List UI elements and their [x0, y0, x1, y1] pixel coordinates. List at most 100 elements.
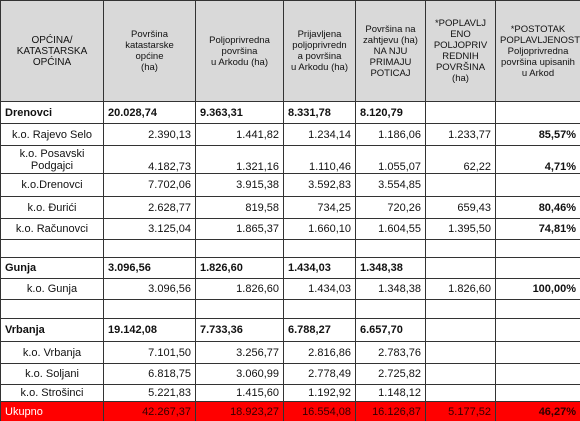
cell: 16.126,87	[355, 401, 426, 421]
cell: 46,27%	[495, 401, 580, 421]
cell: 1.233,77	[425, 123, 496, 146]
cell: 5.221,83	[103, 384, 196, 402]
spacer-row	[0, 299, 580, 319]
empty-cell	[425, 299, 496, 319]
header-cell: Poljoprivredna površina u Arkodu (ha)	[195, 0, 284, 102]
cell: 1.434,03	[283, 278, 356, 300]
cell: 1.865,37	[195, 218, 284, 240]
cell: 74,81%	[495, 218, 580, 240]
cell: 62,22	[425, 145, 496, 174]
cell: 1.395,50	[425, 218, 496, 240]
cell: 6.788,27	[283, 318, 356, 342]
row-label: Vrbanja	[0, 318, 104, 342]
cell	[425, 173, 496, 197]
sub-row: k.o. Posavski Podgajci 4.182,73 1.321,16 1.…	[0, 145, 580, 174]
empty-cell	[495, 239, 580, 258]
empty-cell	[103, 239, 196, 258]
group-row: Vrbanja 19.142,08 7.733,36 6.788,27 6.657,70	[0, 318, 580, 342]
sub-row: k.o. Vrbanja 7.101,50 3.256,77 2.816,86 2.78…	[0, 341, 580, 364]
cell: 3.125,04	[103, 218, 196, 240]
cell: 659,43	[425, 196, 496, 219]
row-label: k.o. Soljani	[0, 363, 104, 385]
cell: 819,58	[195, 196, 284, 219]
cell: 1.826,60	[425, 278, 496, 300]
sub-row: k.o. Gunja 3.096,56 1.826,60 1.434,03 1.348,…	[0, 278, 580, 300]
cell: 18.923,27	[195, 401, 284, 421]
cell: 2.725,82	[355, 363, 426, 385]
cell	[425, 101, 496, 124]
cell: 19.142,08	[103, 318, 196, 342]
row-label: k.o.Drenovci	[0, 173, 104, 197]
header-cell: Površina katastarske općine (ha)	[103, 0, 196, 102]
cell: 734,25	[283, 196, 356, 219]
row-label: k.o. Vrbanja	[0, 341, 104, 364]
cell: 7.702,06	[103, 173, 196, 197]
cell: 3.554,85	[355, 173, 426, 197]
row-label: k.o. Đurići	[0, 196, 104, 219]
cell: 1.110,46	[283, 145, 356, 174]
cell: 7.101,50	[103, 341, 196, 364]
group-row: Gunja 3.096,56 1.826,60 1.434,03 1.348,38	[0, 257, 580, 279]
cell: 5.177,52	[425, 401, 496, 421]
empty-cell	[0, 239, 104, 258]
cell: 1.826,60	[195, 257, 284, 279]
empty-cell	[103, 299, 196, 319]
header-row: OPĆINA/ KATASTARSKA OPĆINA Površina katas…	[0, 0, 580, 102]
header-cell: Površina na zahtjevu (ha) NA NJU PRIMAJU…	[355, 0, 426, 102]
cell: 42.267,37	[103, 401, 196, 421]
row-label: k.o. Posavski Podgajci	[0, 145, 104, 174]
row-label: k.o. Strošinci	[0, 384, 104, 402]
cell	[425, 363, 496, 385]
group-row: Drenovci 20.028,74 9.363,31 8.331,78 8.120,7…	[0, 101, 580, 124]
cell: 1.148,12	[355, 384, 426, 402]
cell: 1.348,38	[355, 278, 426, 300]
cell: 3.256,77	[195, 341, 284, 364]
empty-cell	[355, 299, 426, 319]
row-label: Ukupno	[0, 401, 104, 421]
cell: 16.554,08	[283, 401, 356, 421]
empty-cell	[355, 239, 426, 258]
cell: 80,46%	[495, 196, 580, 219]
cell: 2.816,86	[283, 341, 356, 364]
cell: 1.826,60	[195, 278, 284, 300]
cell: 3.915,38	[195, 173, 284, 197]
cell: 1.604,55	[355, 218, 426, 240]
row-label: k.o. Rajevo Selo	[0, 123, 104, 146]
empty-cell	[0, 299, 104, 319]
sub-row: k.o. Soljani 6.818,75 3.060,99 2.778,49 2.72…	[0, 363, 580, 385]
cell: 720,26	[355, 196, 426, 219]
empty-cell	[425, 239, 496, 258]
cell: 4,71%	[495, 145, 580, 174]
cell	[495, 384, 580, 402]
cell: 2.778,49	[283, 363, 356, 385]
empty-cell	[283, 299, 356, 319]
row-label: k.o. Računovci	[0, 218, 104, 240]
sub-row: k.o. Đurići 2.628,77 819,58 734,25 720,26 659…	[0, 196, 580, 219]
cell: 8.331,78	[283, 101, 356, 124]
empty-cell	[495, 299, 580, 319]
cell: 1.192,92	[283, 384, 356, 402]
cell	[495, 363, 580, 385]
cell: 100,00%	[495, 278, 580, 300]
cell: 1.415,60	[195, 384, 284, 402]
cell: 4.182,73	[103, 145, 196, 174]
cell: 2.783,76	[355, 341, 426, 364]
cell	[425, 257, 496, 279]
cell	[495, 173, 580, 197]
cell: 1.348,38	[355, 257, 426, 279]
sub-row: k.o. Rajevo Selo 2.390,13 1.441,82 1.234,14…	[0, 123, 580, 146]
cell: 1.441,82	[195, 123, 284, 146]
cell	[495, 101, 580, 124]
header-cell: Prijavljena poljoprivredn a površina u A…	[283, 0, 356, 102]
cell: 1.234,14	[283, 123, 356, 146]
sub-row: k.o.Drenovci 7.702,06 3.915,38 3.592,83 3.55…	[0, 173, 580, 197]
cell: 6.657,70	[355, 318, 426, 342]
cell: 3.096,56	[103, 257, 196, 279]
cell: 2.390,13	[103, 123, 196, 146]
spacer-row	[0, 239, 580, 258]
cell	[425, 341, 496, 364]
cell: 6.818,75	[103, 363, 196, 385]
cell: 2.628,77	[103, 196, 196, 219]
cell: 1.055,07	[355, 145, 426, 174]
